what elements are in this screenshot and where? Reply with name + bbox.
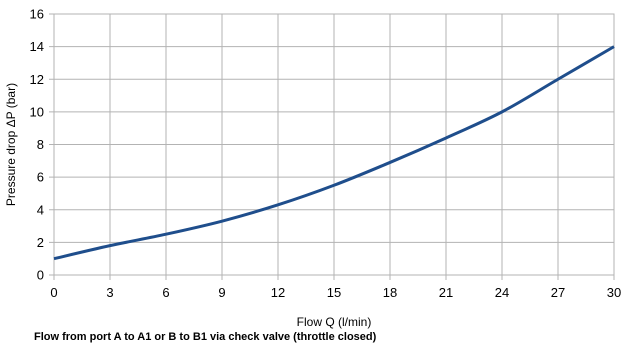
y-tick-label: 14 <box>30 39 44 54</box>
y-tick-label: 0 <box>37 268 44 283</box>
x-tick-label: 15 <box>327 285 341 300</box>
y-tick-label: 12 <box>30 72 44 87</box>
y-tick-label: 10 <box>30 104 44 119</box>
x-tick-label: 21 <box>439 285 453 300</box>
series-group <box>53 45 615 261</box>
x-tick-label: 0 <box>50 285 57 300</box>
x-tick-label: 3 <box>106 285 113 300</box>
y-tick-label: 6 <box>37 170 44 185</box>
y-tick-label: 8 <box>37 137 44 152</box>
x-axis-ticks: 0 3 6 9 12 15 18 21 24 27 30 <box>50 275 621 300</box>
y-tick-label: 4 <box>37 202 44 217</box>
x-tick-label: 24 <box>495 285 509 300</box>
y-axis-title: Pressure drop ΔP (bar) <box>4 83 18 206</box>
x-tick-label: 9 <box>218 285 225 300</box>
x-tick-label: 18 <box>383 285 397 300</box>
x-tick-label: 27 <box>551 285 565 300</box>
x-tick-label: 30 <box>607 285 621 300</box>
y-tick-label: 2 <box>37 235 44 250</box>
y-axis-ticks: 0 2 4 6 8 10 12 14 16 <box>30 7 54 283</box>
x-axis-title: Flow Q (l/min) <box>297 315 372 329</box>
pressure-drop-line <box>53 45 615 261</box>
x-tick-label: 6 <box>162 285 169 300</box>
grid-lines <box>53 13 615 276</box>
chart-caption: Flow from port A to A1 or B to B1 via ch… <box>34 331 377 343</box>
y-tick-label: 16 <box>30 7 44 22</box>
x-tick-label: 12 <box>271 285 285 300</box>
